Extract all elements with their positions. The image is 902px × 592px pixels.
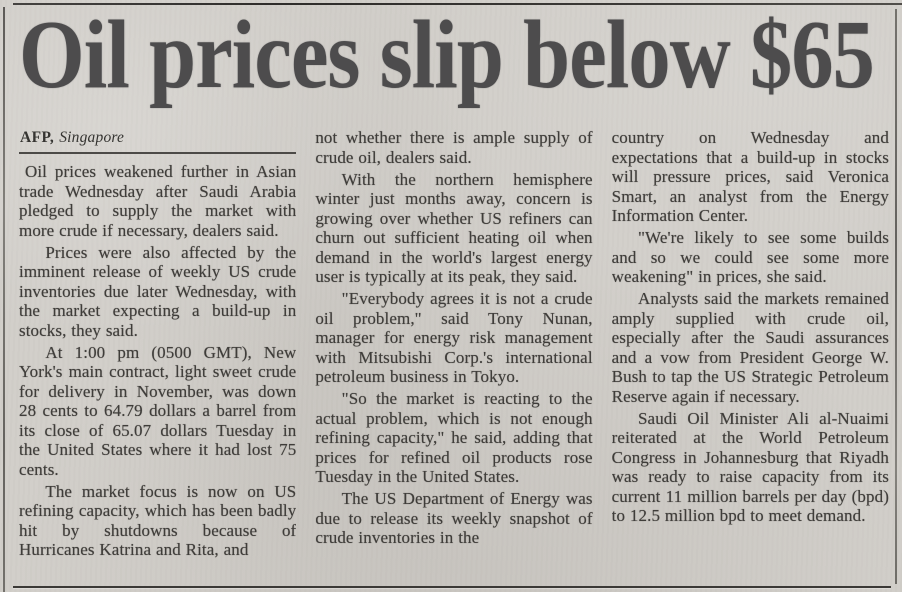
column-2: not whether there is ample supply of cru… — [315, 128, 592, 585]
paragraph: "We're likely to see some builds and so … — [611, 228, 889, 286]
paragraph: not whether there is ample supply of cru… — [315, 128, 593, 167]
page-border-right — [895, 9, 897, 584]
page-border-top — [13, 3, 902, 5]
headline: Oil prices slip below $65 — [19, 1, 875, 108]
paragraph: Prices were also affected by the imminen… — [19, 242, 297, 340]
paragraph: At 1:00 pm (0500 GMT), New York's main c… — [19, 342, 297, 479]
paragraph: "Everybody agrees it is not a crude oil … — [315, 289, 593, 386]
paragraph: Saudi Oil Minister Ali al-Nuaimi reitera… — [611, 408, 889, 526]
paragraph: country on Wednesday and expectations th… — [611, 128, 889, 225]
paragraph: Oil prices weakened further in Asian tra… — [19, 162, 297, 240]
byline-rule — [19, 152, 297, 154]
page-border-bottom — [13, 586, 891, 588]
article-body: AFP, Singapore Oil prices weakened furthe… — [19, 128, 889, 585]
paragraph: With the northern hemisphere winter just… — [315, 169, 593, 287]
byline: AFP, Singapore — [20, 129, 296, 147]
page-border-left — [3, 7, 5, 592]
paragraph: The US Department of Energy was due to r… — [315, 489, 593, 547]
paragraph: "So the market is reacting to the actual… — [315, 389, 593, 486]
column-1: AFP, Singapore Oil prices weakened furthe… — [19, 128, 297, 585]
paragraph: Analysts said the markets remained amply… — [611, 289, 889, 406]
paragraph: The market focus is now on US refining c… — [19, 481, 297, 560]
byline-location: Singapore — [59, 129, 125, 146]
byline-agency: AFP, — [20, 129, 55, 146]
column-3: country on Wednesday and expectations th… — [612, 128, 889, 585]
